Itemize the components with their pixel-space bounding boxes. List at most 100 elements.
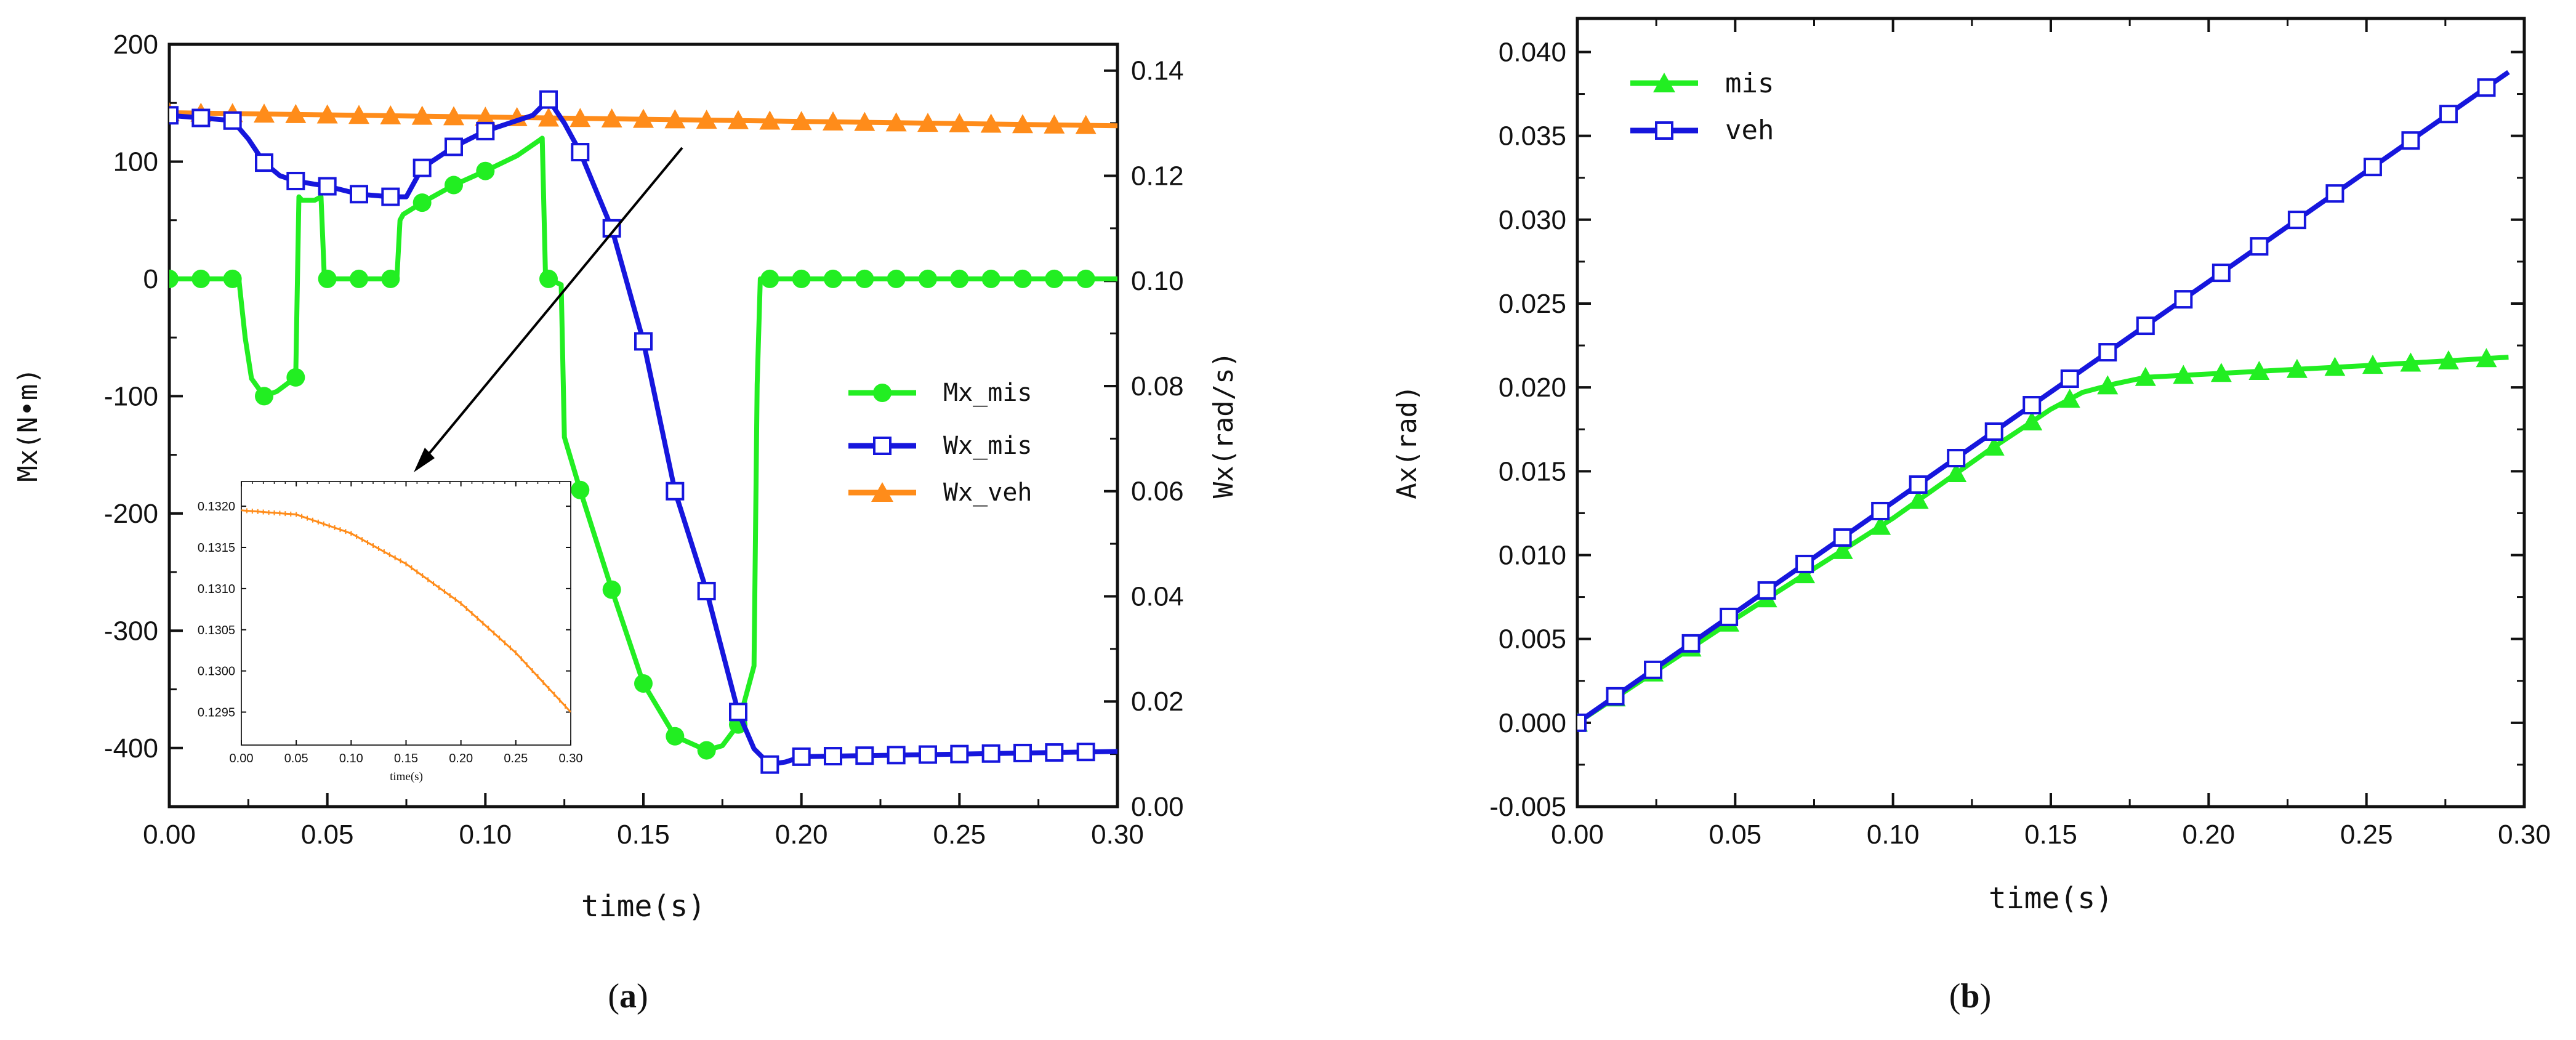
data-point-wx-veh [728, 110, 749, 129]
chart-b-x-tick-label: 0.10 [1867, 820, 1920, 850]
chart-a-y2-tick-label: 0.02 [1131, 687, 1184, 717]
chart-a-y2-tick-label: 0.10 [1131, 266, 1184, 296]
data-point-wx-veh [696, 110, 717, 129]
data-point-wx-mis [191, 108, 211, 127]
data-point-veh [1681, 634, 1701, 653]
legend-entry-mis: mis [1630, 68, 1774, 99]
data-point-wx-veh [1044, 114, 1065, 134]
inset-y-tick-label: 0.1295 [198, 706, 235, 720]
data-point-mx-mis [760, 269, 779, 288]
chart-a-x-tick-label: 0.10 [459, 820, 512, 850]
data-point-mis [2324, 357, 2346, 376]
data-point-wx-veh [854, 111, 875, 131]
data-point-mx-mis [286, 368, 305, 387]
data-point-wx-mis [855, 746, 874, 765]
legend-marker-mis [1653, 73, 1675, 92]
data-point-mis [2210, 363, 2232, 382]
chart-a-y-tick-label: -400 [104, 733, 158, 764]
data-point-veh [1871, 501, 1890, 520]
data-point-veh [1833, 528, 1852, 547]
data-point-wx-veh [980, 113, 1002, 133]
inset-x-tick-label: 0.20 [449, 752, 473, 765]
data-point-mis [1946, 462, 1967, 482]
data-point-wx-mis [1076, 743, 1095, 762]
data-point-wx-veh [664, 109, 686, 129]
data-point-wx-veh [601, 108, 622, 127]
data-point-mis [1907, 490, 1929, 509]
data-point-mis [2097, 375, 2119, 395]
series-wx-veh [169, 102, 1117, 134]
chart-b-y-tick-label: 0.015 [1499, 456, 1566, 486]
zoom-arrow [414, 147, 683, 472]
data-point-wx-veh [443, 106, 464, 126]
data-point-wx-veh [348, 105, 369, 124]
data-point-wx-mis [981, 744, 1000, 763]
chart-a-legend: Mx_mis Wx_mis Wx_veh [848, 379, 1032, 507]
data-point-veh [1757, 581, 1776, 600]
data-point-wx-mis [539, 90, 558, 109]
data-point-wx-veh [823, 111, 843, 131]
chart-a-y-tick-label: -200 [104, 499, 158, 529]
legend-marker-wx-mis [873, 437, 892, 455]
data-point-mx-mis [792, 269, 811, 288]
data-point-wx-mis [476, 121, 495, 140]
inset-y-tick-label: 0.1320 [198, 500, 235, 514]
data-point-mis [2021, 411, 2043, 430]
inset-frame [241, 481, 571, 746]
data-point-wx-mis [445, 137, 463, 156]
data-point-mx-mis [191, 269, 211, 288]
chart-a-y2-tick-label: 0.14 [1131, 56, 1184, 86]
data-point-veh [2287, 211, 2306, 230]
chart-b-y-tick-label: 0.030 [1499, 205, 1566, 235]
data-point-mx-mis [887, 269, 906, 288]
chart-b-y-tick-label: -0.005 [1489, 792, 1566, 822]
data-point-wx-mis [950, 744, 969, 764]
chart-b-axes: 0.00 0.05 0.10 0.15 0.20 0.25 0.30 -0.005 0.000 0… [1489, 17, 2551, 850]
chart-b-x-tick-label: 0.00 [1551, 820, 1604, 850]
chart-a-y2-tick-label: 0.00 [1131, 792, 1184, 822]
chart-b-frame [1576, 17, 2526, 808]
chart-b-y-tick-label: 0.025 [1499, 289, 1566, 319]
data-point-wx-mis [760, 755, 779, 774]
data-point-wx-mis [792, 747, 811, 766]
data-point-wx-mis [381, 187, 400, 206]
data-point-wx-mis [729, 703, 747, 722]
legend-marker-wx-veh [871, 482, 893, 502]
data-point-wx-veh [285, 103, 307, 123]
inset-x-tick-label: 0.05 [284, 752, 308, 765]
data-point-veh [2325, 184, 2345, 203]
chart-b-y-tick-label: 0.010 [1499, 540, 1566, 570]
legend-label-mis: mis [1725, 68, 1774, 99]
legend-entry-veh: veh [1630, 115, 1774, 146]
data-point-veh [1947, 448, 1966, 467]
legend-label-wx-mis: Wx_mis [943, 432, 1032, 460]
data-point-wx-veh [254, 103, 275, 123]
inset-x-tick-label: 0.25 [504, 752, 528, 765]
data-point-mx-mis [255, 387, 273, 406]
data-point-wx-mis [634, 332, 653, 351]
inset-y-tick-label: 0.1310 [198, 582, 235, 596]
inset-x-tick-label: 0.30 [559, 752, 583, 765]
chart-b-x-tick-label: 0.15 [2024, 820, 2077, 850]
chart-a-x-tick-label: 0.30 [1091, 820, 1144, 850]
data-point-veh [2212, 264, 2231, 283]
data-point-mx-mis [666, 727, 685, 746]
data-point-veh [1795, 554, 1814, 573]
data-point-veh [1577, 713, 1587, 732]
chart-a-y-tick-label: -100 [104, 381, 158, 411]
data-point-mis [2286, 358, 2308, 378]
data-point-wx-veh [475, 107, 496, 126]
zoom-arrow-line [424, 147, 683, 460]
panel-label-b-letter: b [1960, 977, 1979, 1015]
data-point-mx-mis [950, 269, 969, 288]
inset-axes: 0.00 0.05 0.10 0.15 0.20 0.25 0.30 0.1295 0.1300… [198, 482, 583, 765]
data-point-veh [1984, 422, 2003, 441]
chart-b-x-tick-label: 0.20 [2183, 820, 2236, 850]
data-point-mis [2437, 350, 2459, 369]
data-point-wx-veh [791, 111, 812, 131]
chart-a-y-tick-label: 100 [113, 147, 158, 177]
chart-b-x-tick-label: 0.05 [1709, 820, 1762, 850]
data-point-wx-mis [1045, 743, 1064, 762]
data-point-veh [1720, 607, 1739, 626]
data-point-mx-mis [1045, 269, 1064, 288]
